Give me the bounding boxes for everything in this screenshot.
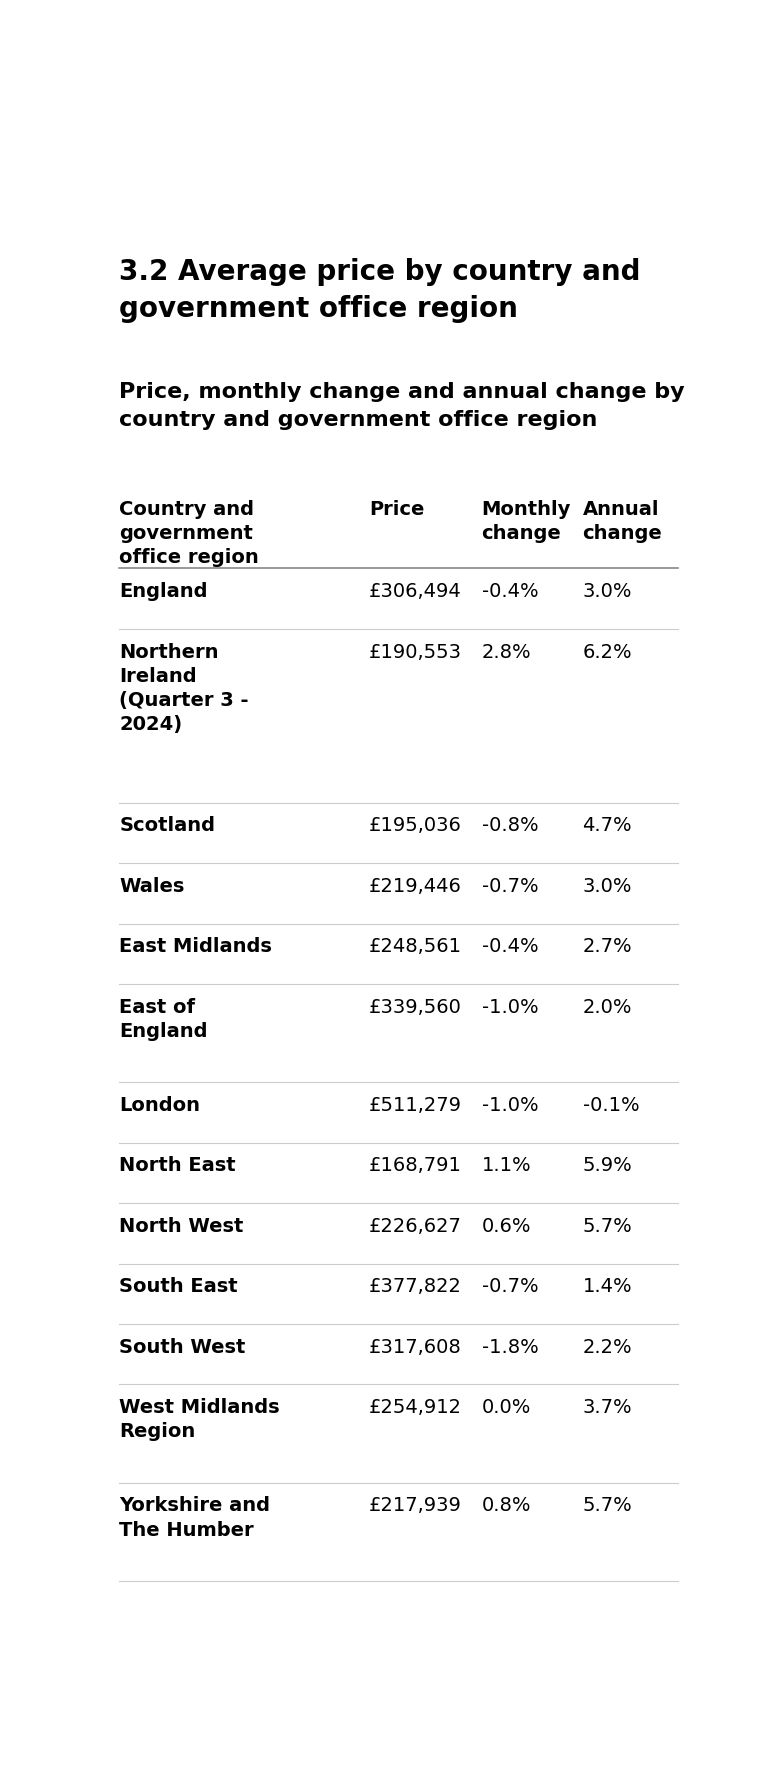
Text: £219,446: £219,446	[369, 878, 462, 896]
Text: -1.0%: -1.0%	[482, 997, 538, 1017]
Text: £248,561: £248,561	[369, 937, 462, 956]
Text: 0.8%: 0.8%	[482, 1497, 531, 1515]
Text: £195,036: £195,036	[369, 817, 462, 835]
Text: £306,494: £306,494	[369, 582, 462, 601]
Text: 5.9%: 5.9%	[582, 1156, 632, 1176]
Text: 3.2 Average price by country and
government office region: 3.2 Average price by country and governm…	[119, 259, 641, 323]
Text: 1.1%: 1.1%	[482, 1156, 532, 1176]
Text: £339,560: £339,560	[369, 997, 462, 1017]
Text: North West: North West	[119, 1217, 244, 1236]
Text: 0.6%: 0.6%	[482, 1217, 531, 1236]
Text: -0.4%: -0.4%	[482, 937, 538, 956]
Text: North East: North East	[119, 1156, 236, 1176]
Text: South West: South West	[119, 1338, 246, 1358]
Text: Wales: Wales	[119, 878, 185, 896]
Text: -0.7%: -0.7%	[482, 1277, 538, 1297]
Text: -0.1%: -0.1%	[582, 1095, 639, 1115]
Text: West Midlands
Region: West Midlands Region	[119, 1399, 280, 1441]
Text: £168,791: £168,791	[369, 1156, 462, 1176]
Text: £377,822: £377,822	[369, 1277, 462, 1297]
Text: 5.7%: 5.7%	[582, 1497, 632, 1515]
Text: Monthly
change: Monthly change	[482, 500, 571, 542]
Text: 4.7%: 4.7%	[582, 817, 632, 835]
Text: -0.7%: -0.7%	[482, 878, 538, 896]
Text: 0.0%: 0.0%	[482, 1399, 531, 1416]
Text: -1.0%: -1.0%	[482, 1095, 538, 1115]
Text: Price, monthly change and annual change by
country and government office region: Price, monthly change and annual change …	[119, 382, 685, 430]
Text: 2.0%: 2.0%	[582, 997, 632, 1017]
Text: 2.2%: 2.2%	[582, 1338, 632, 1358]
Text: East of
England: East of England	[119, 997, 208, 1042]
Text: £217,939: £217,939	[369, 1497, 462, 1515]
Text: £254,912: £254,912	[369, 1399, 462, 1416]
Text: -0.8%: -0.8%	[482, 817, 538, 835]
Text: 3.0%: 3.0%	[582, 582, 632, 601]
Text: Yorkshire and
The Humber: Yorkshire and The Humber	[119, 1497, 270, 1540]
Text: 1.4%: 1.4%	[582, 1277, 632, 1297]
Text: Country and
government
office region: Country and government office region	[119, 500, 259, 567]
Text: Northern
Ireland
(Quarter 3 -
2024): Northern Ireland (Quarter 3 - 2024)	[119, 642, 249, 735]
Text: Scotland: Scotland	[119, 817, 215, 835]
Text: -0.4%: -0.4%	[482, 582, 538, 601]
Text: South East: South East	[119, 1277, 238, 1297]
Text: -1.8%: -1.8%	[482, 1338, 538, 1358]
Text: 2.7%: 2.7%	[582, 937, 632, 956]
Text: London: London	[119, 1095, 201, 1115]
Text: £511,279: £511,279	[369, 1095, 462, 1115]
Text: Annual
change: Annual change	[582, 500, 663, 542]
Text: 3.7%: 3.7%	[582, 1399, 632, 1416]
Text: £226,627: £226,627	[369, 1217, 462, 1236]
Text: 6.2%: 6.2%	[582, 642, 632, 662]
Text: 2.8%: 2.8%	[482, 642, 532, 662]
Text: £317,608: £317,608	[369, 1338, 462, 1358]
Text: £190,553: £190,553	[369, 642, 462, 662]
Text: East Midlands: East Midlands	[119, 937, 273, 956]
Text: Price: Price	[369, 500, 424, 519]
Text: 5.7%: 5.7%	[582, 1217, 632, 1236]
Text: 3.0%: 3.0%	[582, 878, 632, 896]
Text: England: England	[119, 582, 208, 601]
